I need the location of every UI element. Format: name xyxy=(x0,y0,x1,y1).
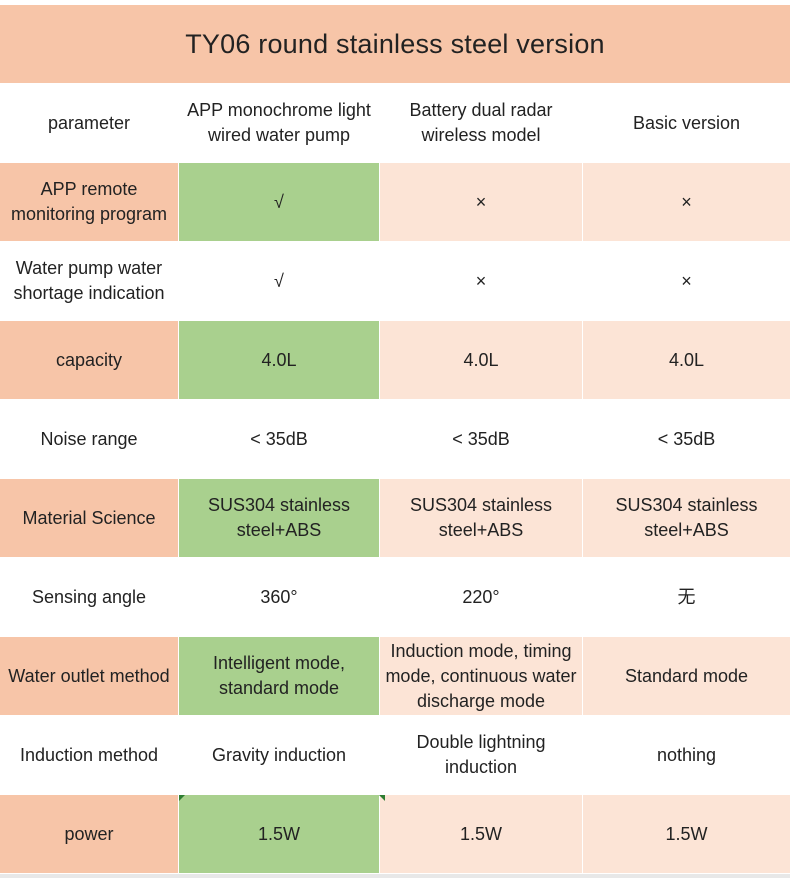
cell-corner-marker xyxy=(179,795,185,801)
table-title: TY06 round stainless steel version xyxy=(0,5,790,83)
row-label: APP remote monitoring program xyxy=(0,163,179,241)
cell-corner-marker xyxy=(379,795,385,801)
table-cell: SUS304 stainless steel+ABS xyxy=(583,479,790,557)
comparison-table: parameter APP monochrome light wired wat… xyxy=(0,83,790,873)
table-cell: 1.5W xyxy=(380,795,583,873)
table-cell: 无 xyxy=(583,557,790,637)
row-label: Noise range xyxy=(0,399,179,479)
table-cell: 220° xyxy=(380,557,583,637)
table-cell: SUS304 stainless steel+ABS xyxy=(380,479,583,557)
table-cell: 1.5W xyxy=(583,795,790,873)
table-cell: 4.0L xyxy=(179,321,380,399)
cross-mark: × xyxy=(380,241,583,321)
cross-mark: × xyxy=(380,163,583,241)
table-cell: nothing xyxy=(583,715,790,795)
row-label: Water pump water shortage indication xyxy=(0,241,179,321)
check-mark: √ xyxy=(179,241,380,321)
header-cell-parameter: parameter xyxy=(0,83,179,163)
table-cell: 4.0L xyxy=(583,321,790,399)
header-cell-battery-model: Battery dual radar wireless model xyxy=(380,83,583,163)
table-cell: Induction mode, timing mode, continuous … xyxy=(380,637,583,715)
table-cell: 360° xyxy=(179,557,380,637)
row-label: Induction method xyxy=(0,715,179,795)
row-label: Material Science xyxy=(0,479,179,557)
cross-mark: × xyxy=(583,241,790,321)
bottom-divider xyxy=(0,874,790,878)
table-cell: < 35dB xyxy=(583,399,790,479)
table-cell: Standard mode xyxy=(583,637,790,715)
table-cell: 4.0L xyxy=(380,321,583,399)
header-cell-basic-version: Basic version xyxy=(583,83,790,163)
table-cell: Intelligent mode, standard mode xyxy=(179,637,380,715)
table-cell: < 35dB xyxy=(179,399,380,479)
table-cell: Double lightning induction xyxy=(380,715,583,795)
header-cell-app-model: APP monochrome light wired water pump xyxy=(179,83,380,163)
table-cell: 1.5W xyxy=(179,795,380,873)
check-mark: √ xyxy=(179,163,380,241)
row-label: power xyxy=(0,795,179,873)
cross-mark: × xyxy=(583,163,790,241)
row-label: Sensing angle xyxy=(0,557,179,637)
table-cell: < 35dB xyxy=(380,399,583,479)
row-label: Water outlet method xyxy=(0,637,179,715)
table-cell: Gravity induction xyxy=(179,715,380,795)
row-label: capacity xyxy=(0,321,179,399)
table-cell: SUS304 stainless steel+ABS xyxy=(179,479,380,557)
